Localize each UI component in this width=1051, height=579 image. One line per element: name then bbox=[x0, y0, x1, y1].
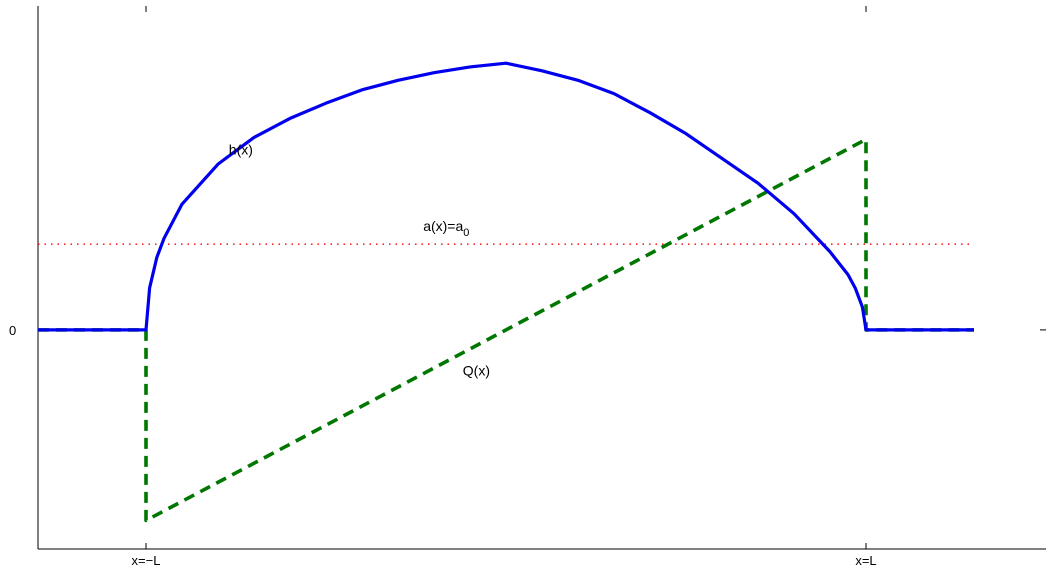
annotation-label: Q(x) bbox=[463, 363, 490, 379]
axes: x=−L x=L 0 bbox=[9, 6, 1046, 568]
annotations-group: h(x) a(x)=a0 Q(x) bbox=[229, 142, 490, 379]
annotation-label: a(x)=a0 bbox=[423, 218, 469, 239]
annotation-label: h(x) bbox=[229, 142, 253, 158]
x-tick-label: x=−L bbox=[132, 553, 161, 568]
y-tick-label: 0 bbox=[9, 323, 16, 338]
x-tick-label: x=L bbox=[855, 553, 876, 568]
series-group bbox=[38, 61, 974, 523]
series-line-h bbox=[38, 61, 974, 332]
